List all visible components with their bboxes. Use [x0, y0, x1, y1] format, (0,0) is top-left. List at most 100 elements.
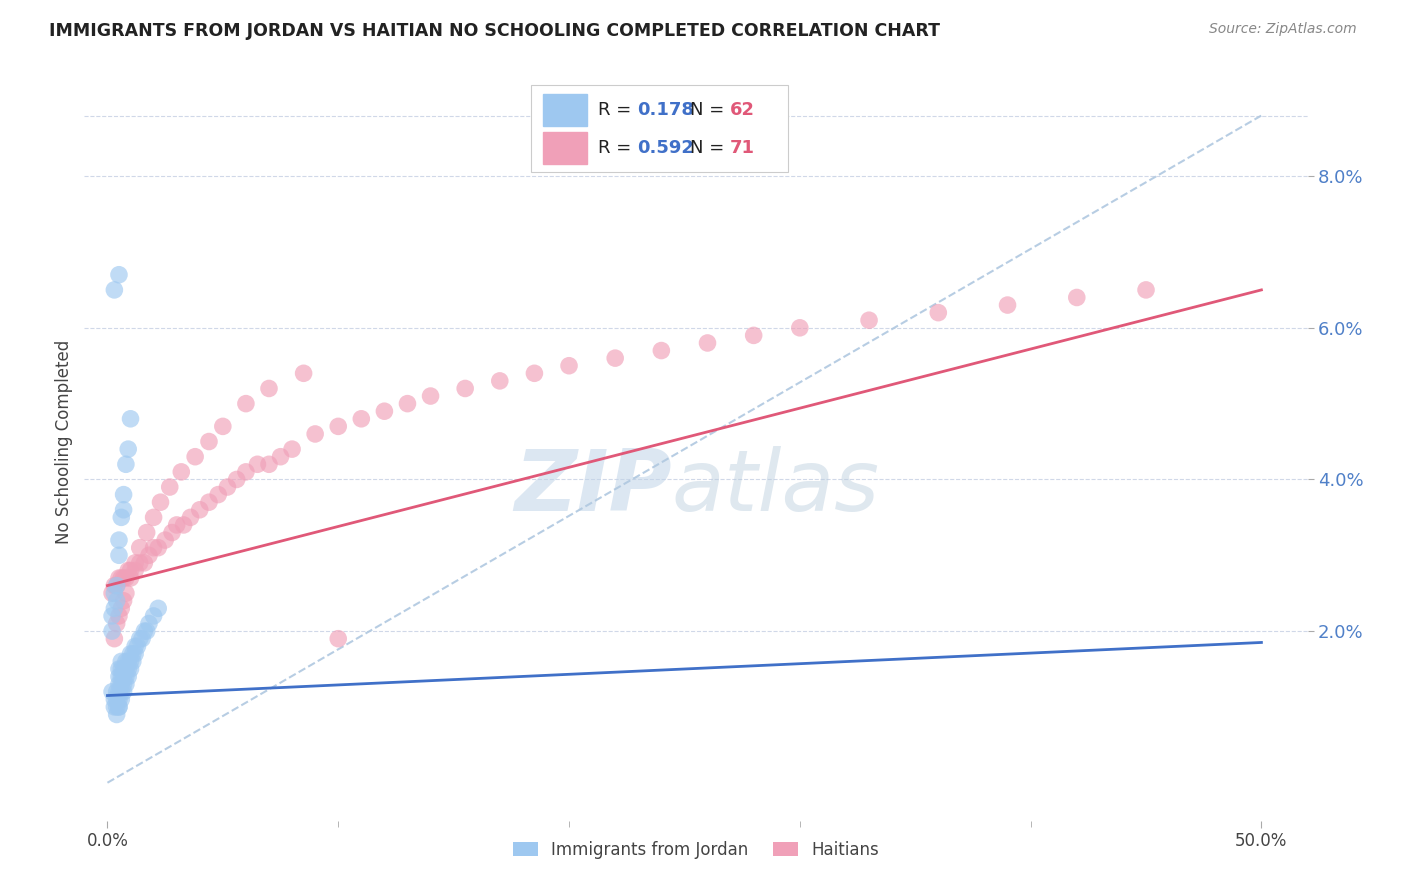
Point: [373, 404, 395, 418]
Point: [166, 517, 188, 532]
Point: [120, 655, 142, 669]
Point: [246, 457, 269, 471]
Point: [149, 495, 172, 509]
Point: [117, 655, 139, 669]
Point: [225, 473, 247, 487]
Point: [188, 503, 211, 517]
Point: [128, 541, 150, 555]
Point: [108, 548, 131, 563]
Point: [153, 533, 176, 547]
Point: [120, 662, 142, 676]
Point: [148, 541, 170, 555]
Point: [110, 571, 132, 585]
Point: [108, 699, 131, 714]
Point: [105, 616, 128, 631]
Point: [281, 442, 304, 457]
Point: [110, 669, 132, 684]
Point: [115, 457, 138, 471]
Point: [105, 685, 128, 699]
Point: [110, 601, 132, 615]
Point: [112, 594, 135, 608]
Point: [124, 564, 146, 578]
Point: [170, 465, 193, 479]
Point: [101, 624, 124, 639]
Point: [115, 669, 138, 684]
Text: atlas: atlas: [672, 445, 880, 529]
Point: [120, 412, 142, 426]
Point: [257, 457, 280, 471]
Point: [101, 609, 124, 624]
Point: [180, 510, 202, 524]
Point: [142, 541, 165, 555]
Point: [858, 313, 880, 327]
Point: [120, 564, 142, 578]
Point: [101, 586, 124, 600]
Point: [927, 305, 949, 319]
Point: [108, 609, 131, 624]
Text: IMMIGRANTS FROM JORDAN VS HAITIAN NO SCHOOLING COMPLETED CORRELATION CHART: IMMIGRANTS FROM JORDAN VS HAITIAN NO SCH…: [49, 22, 941, 40]
Point: [115, 571, 138, 585]
Point: [650, 343, 672, 358]
Point: [160, 525, 183, 540]
Point: [115, 655, 138, 669]
Point: [124, 647, 146, 661]
Point: [131, 632, 153, 646]
Point: [103, 699, 125, 714]
Text: 71: 71: [730, 139, 755, 157]
Point: [742, 328, 765, 343]
Point: [105, 707, 128, 722]
Text: N =: N =: [690, 139, 730, 157]
Point: [198, 495, 221, 509]
FancyBboxPatch shape: [543, 95, 588, 126]
Point: [134, 624, 156, 639]
Point: [135, 624, 157, 639]
Point: [789, 321, 811, 335]
Point: [558, 359, 581, 373]
Point: [198, 434, 221, 449]
Point: [108, 268, 131, 282]
Point: [108, 699, 131, 714]
Point: [304, 427, 326, 442]
Point: [235, 396, 257, 410]
Point: [112, 487, 135, 501]
Point: [115, 586, 138, 600]
Point: [121, 647, 143, 661]
Text: 0.592: 0.592: [637, 139, 695, 157]
Point: [110, 692, 132, 706]
Point: [103, 283, 125, 297]
Point: [105, 579, 128, 593]
Point: [110, 510, 132, 524]
Point: [328, 419, 350, 434]
Point: [124, 556, 146, 570]
Point: [108, 677, 131, 691]
Point: [108, 692, 131, 706]
Point: [134, 556, 156, 570]
Point: [184, 450, 207, 464]
Text: Source: ZipAtlas.com: Source: ZipAtlas.com: [1209, 22, 1357, 37]
Point: [696, 335, 718, 350]
Point: [419, 389, 441, 403]
Point: [454, 382, 477, 396]
Point: [112, 685, 135, 699]
Point: [112, 503, 135, 517]
Point: [217, 480, 239, 494]
Point: [1135, 283, 1157, 297]
Point: [173, 517, 195, 532]
Point: [207, 487, 229, 501]
Point: [120, 571, 142, 585]
Point: [117, 662, 139, 676]
Point: [350, 412, 373, 426]
Point: [396, 396, 419, 410]
Point: [138, 548, 160, 563]
Point: [124, 639, 146, 653]
Point: [292, 366, 315, 380]
Point: [103, 632, 125, 646]
Point: [605, 351, 627, 366]
Point: [112, 669, 135, 684]
Point: [110, 685, 132, 699]
Point: [128, 632, 150, 646]
Point: [523, 366, 546, 380]
Point: [120, 647, 142, 661]
FancyBboxPatch shape: [531, 85, 787, 172]
Point: [117, 442, 139, 457]
